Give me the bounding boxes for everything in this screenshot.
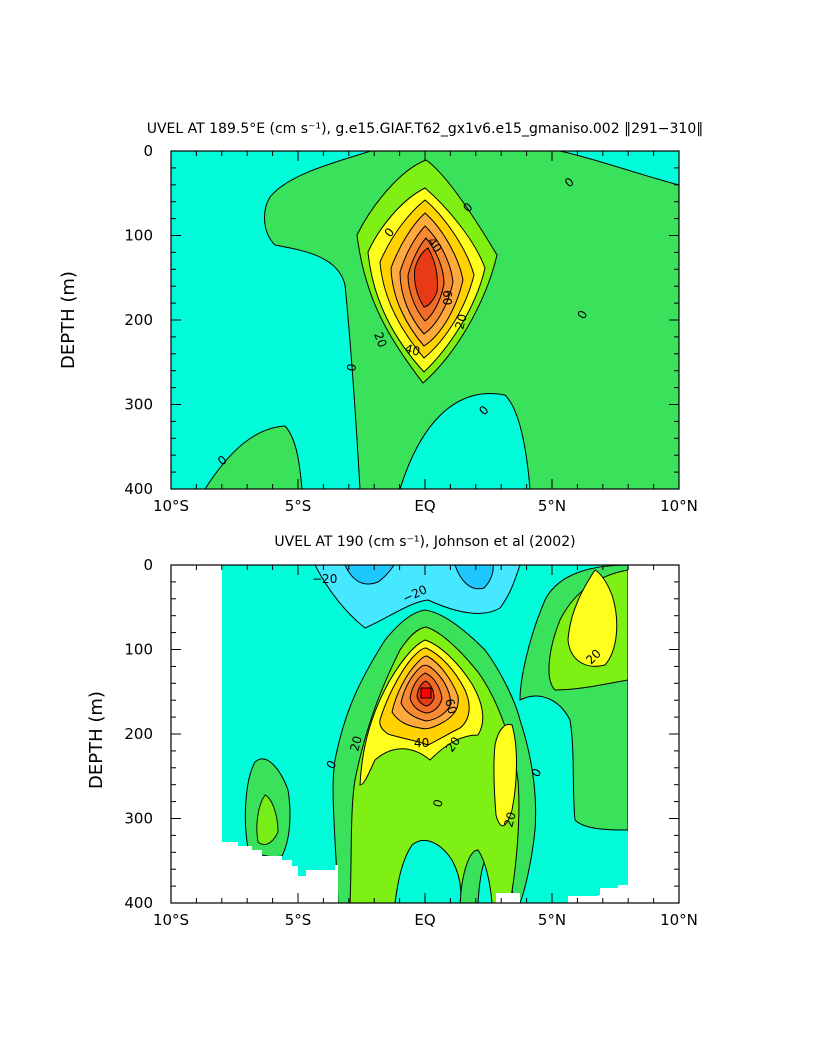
x-tick-label: 5°S [285,911,312,929]
x-tick-label: 10°S [153,911,189,929]
panel-top-ylabel: DEPTH (m) [58,271,79,369]
x-tick-label: 5°S [285,497,312,515]
y-tick-label: 200 [124,725,153,743]
panel-top: UVEL AT 189.5°E (cm s⁻¹), g.e15.GIAF.T62… [58,121,703,515]
y-tick-label: 300 [124,810,153,828]
y-tick-label: 0 [143,142,153,160]
x-tick-label: 10°S [153,497,189,515]
x-tick-label: 5°N [538,911,566,929]
y-tick-label: 0 [143,556,153,574]
clabel: 0 [344,363,359,373]
y-tick-label: 400 [124,480,153,498]
clabel: 20 [452,312,469,330]
y-tick-label: 100 [124,641,153,659]
panel-top-south-positive-blob [204,425,303,489]
panel-top-title: UVEL AT 189.5°E (cm s⁻¹), g.e15.GIAF.T62… [147,121,704,137]
clabel: −20 [312,572,337,586]
panel-bottom-ylabel: DEPTH (m) [86,691,107,789]
y-tick-label: 100 [124,227,153,245]
clabel: 60 [442,697,459,715]
x-tick-label: 10°N [660,497,698,515]
clabel: 60 [440,290,454,305]
clabel: 20 [501,810,518,828]
panel-top-field [171,151,679,489]
panel-bottom: UVEL AT 190 (cm s⁻¹), Johnson et al (200… [86,534,698,929]
x-tick-label: EQ [414,911,435,929]
clabel: 20 [371,330,389,349]
y-tick-label: 200 [124,311,153,329]
x-tick-label: 10°N [660,911,698,929]
x-tick-label: 5°N [538,497,566,515]
y-tick-label: 400 [124,894,153,912]
panel-bottom-field [171,565,679,903]
y-tick-label: 300 [124,396,153,414]
clabel: 0 [430,798,446,809]
clabel: 20 [347,734,364,752]
x-tick-label: EQ [414,497,435,515]
clabel: 40 [403,341,421,358]
panel-bottom-title: UVEL AT 190 (cm s⁻¹), Johnson et al (200… [274,534,575,550]
clabel: 40 [414,736,429,750]
